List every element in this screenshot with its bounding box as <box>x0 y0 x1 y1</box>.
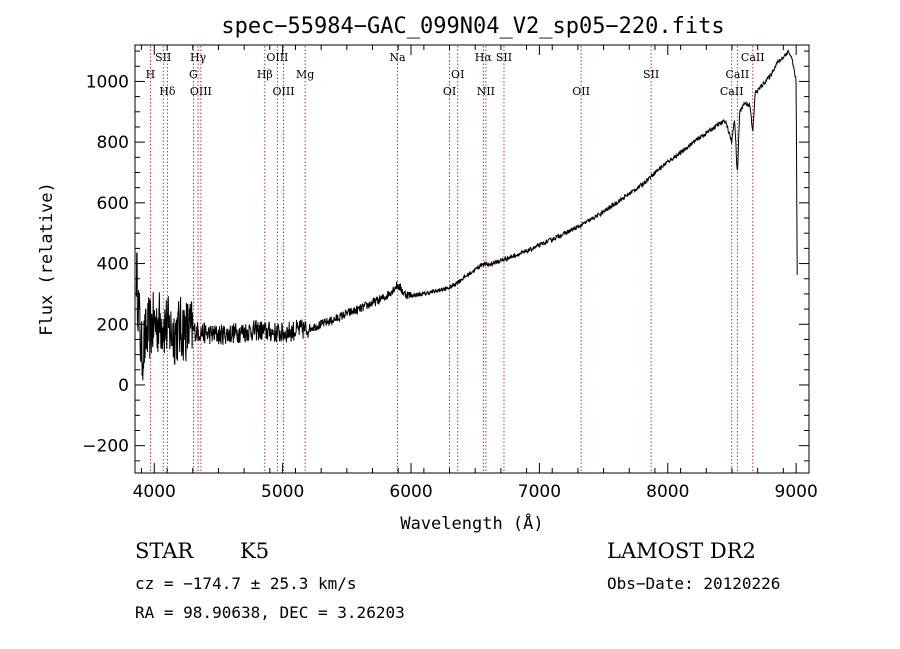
x-tick-label: 8000 <box>646 482 689 502</box>
y-tick-label: 600 <box>97 194 129 214</box>
line-marker-label: Mg <box>296 68 314 81</box>
x-tick-label: 4000 <box>133 482 176 502</box>
line-marker-label: Hδ <box>159 85 176 98</box>
line-marker-label: CaII <box>720 85 744 98</box>
spectrum-series <box>135 49 798 381</box>
line-marker-label: OI <box>443 85 456 98</box>
obs-date-text: Obs−Date: 20120226 <box>607 574 781 593</box>
x-axis-label: Wavelength (Å) <box>400 512 543 534</box>
plot-frame <box>134 44 810 474</box>
line-marker-label: OIII <box>190 85 212 98</box>
x-tick-label: 6000 <box>389 482 432 502</box>
y-tick-label: 0 <box>118 376 129 396</box>
y-tick-label: 800 <box>97 133 129 153</box>
line-marker-label: Hβ <box>257 68 273 81</box>
line-marker-label: OII <box>572 85 590 98</box>
line-marker-label: G <box>189 68 198 81</box>
x-tick-label: 7000 <box>518 482 561 502</box>
velocity-text: cz = −174.7 ± 25.3 km/s <box>135 574 357 593</box>
line-marker-label: SII <box>155 51 171 64</box>
line-marker-label: Hα <box>475 51 493 64</box>
x-tick-label: 5000 <box>261 482 304 502</box>
y-tick-label: 200 <box>97 315 129 335</box>
y-axis-label: Flux (relative) <box>37 182 57 336</box>
y-tick-label: 1000 <box>86 72 129 92</box>
line-marker-label: NII <box>477 85 495 98</box>
line-marker-label: OIII <box>266 51 288 64</box>
y-tick-label: 400 <box>97 255 129 275</box>
line-marker-label: SII <box>496 51 512 64</box>
line-marker-label: OI <box>451 68 464 81</box>
line-marker-label: CaII <box>741 51 765 64</box>
spectrum-line <box>135 49 798 381</box>
object-subclass: K5 <box>240 539 270 563</box>
line-marker-label: CaII <box>726 68 750 81</box>
survey-label: LAMOST DR2 <box>607 539 756 563</box>
axis-ticks: 4000 5000 6000 7000 8000 9000 −200 0 200 400 600 80… <box>82 45 818 502</box>
chart-title: spec−55984−GAC_099N04_V2_sp05−220.fits <box>221 14 724 39</box>
line-marker-label: H <box>146 68 156 81</box>
line-marker-label: SII <box>643 68 659 81</box>
line-marker-label: OIII <box>273 85 295 98</box>
line-marker-label: Hγ <box>190 51 207 64</box>
object-class: STAR <box>135 539 194 563</box>
x-tick-label: 9000 <box>775 482 818 502</box>
coordinates-text: RA = 98.90638, DEC = 3.26203 <box>135 603 405 622</box>
y-tick-label: −200 <box>82 437 129 457</box>
line-marker-label: Na <box>389 51 406 64</box>
